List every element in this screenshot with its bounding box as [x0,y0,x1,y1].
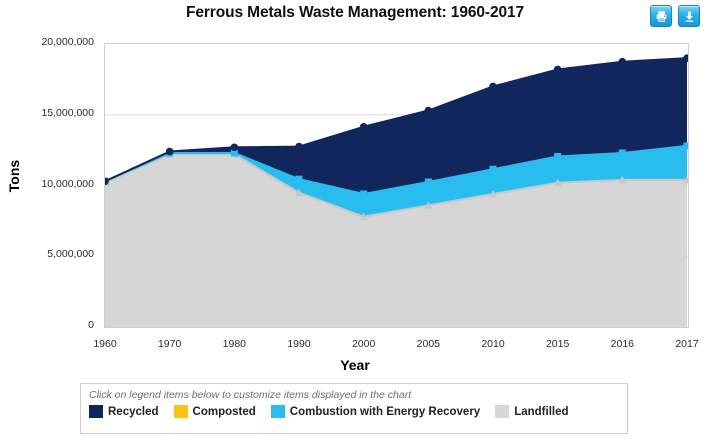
data-point-combustion-with-energy-recovery[interactable] [489,165,497,173]
data-point-combustion-with-energy-recovery[interactable] [295,175,303,183]
legend-item-composted[interactable]: Composted [173,405,256,418]
chart-legend: Click on legend items below to customize… [80,383,628,434]
series-line-recycled [105,57,688,183]
data-point-recycled[interactable] [424,106,433,115]
data-point-recycled[interactable] [553,65,562,74]
x-axis-tick-label: 2015 [545,338,570,350]
area-band-landfilled [105,154,687,327]
legend-item-label: Recycled [108,405,159,418]
data-point-landfilled[interactable] [295,188,303,197]
y-axis-tick-label: 10,000,000 [41,177,94,190]
x-axis-title: Year [340,357,370,373]
chart-toolbar [650,5,700,27]
data-point-combustion-with-energy-recovery[interactable] [424,178,432,186]
print-icon[interactable] [650,5,672,27]
page-title: Ferrous Metals Waste Management: 1960-20… [185,4,525,21]
legend-item-label: Landfilled [514,405,569,418]
x-axis-tick-label: 2017 [675,338,699,350]
x-axis-tick-label: 2005 [416,338,440,350]
data-point-combustion-with-energy-recovery[interactable] [554,152,562,160]
data-point-recycled[interactable] [489,82,497,91]
data-point-landfilled[interactable] [553,178,562,187]
legend-swatch-icon [270,405,285,418]
x-axis-tick-label: 2016 [610,338,634,350]
stacked-area-chart [105,54,689,327]
data-point-recycled[interactable] [105,177,109,186]
legend-swatch-icon [89,405,103,418]
legend-item-recycled[interactable]: Recycled [89,405,159,418]
legend-item-label: Composted [192,405,256,418]
series-line-landfilled [105,153,687,218]
legend-item-label: Combustion with Energy Recovery [289,405,481,418]
data-point-recycled[interactable] [683,54,688,62]
x-axis-tick-label: 2000 [351,338,376,350]
x-axis-tick-label: 2010 [481,338,505,350]
x-axis-tick-label: 1980 [222,338,246,350]
data-point-landfilled[interactable] [489,189,497,198]
x-axis-tick-label: 1970 [157,338,182,350]
data-point-combustion-with-energy-recovery[interactable] [683,142,689,150]
data-point-landfilled[interactable] [618,175,627,184]
x-axis-tick-label: 1990 [287,338,311,350]
legend-item-list: Recycled Composted Combustion with Energy … [89,405,619,418]
y-axis-tick-label: 0 [88,319,94,331]
data-point-landfilled[interactable] [683,175,688,184]
y-axis-tick-label: 5,000,000 [47,248,94,261]
data-point-landfilled[interactable] [359,212,368,221]
data-point-combustion-with-energy-recovery[interactable] [360,190,368,198]
legend-swatch-icon [173,405,188,418]
data-point-combustion-with-energy-recovery[interactable] [618,149,626,157]
series-line-combustion-with-energy-recovery [105,144,688,195]
download-icon[interactable] [678,5,700,27]
data-point-recycled[interactable] [295,142,303,151]
chart-plot-area [104,43,689,328]
data-point-recycled[interactable] [359,122,368,131]
y-axis-tick-label: 20,000,000 [41,36,94,48]
data-point-recycled[interactable] [230,143,239,152]
data-point-recycled[interactable] [165,147,174,156]
legend-swatch-icon [495,405,510,418]
y-axis-tick-label: 15,000,000 [41,106,94,119]
y-axis-title: Tons [6,159,22,193]
legend-item-landfilled[interactable]: Landfilled [495,405,569,418]
legend-hint: Click on legend items below to customize… [89,389,412,401]
x-axis-tick-label: 1960 [93,338,117,350]
data-point-recycled[interactable] [618,57,627,66]
area-band-recycled [105,58,687,194]
legend-item-combustion-with-energy-recovery[interactable]: Combustion with Energy Recovery [270,405,481,418]
data-point-combustion-with-energy-recovery[interactable] [230,149,238,157]
data-point-landfilled[interactable] [424,201,433,209]
